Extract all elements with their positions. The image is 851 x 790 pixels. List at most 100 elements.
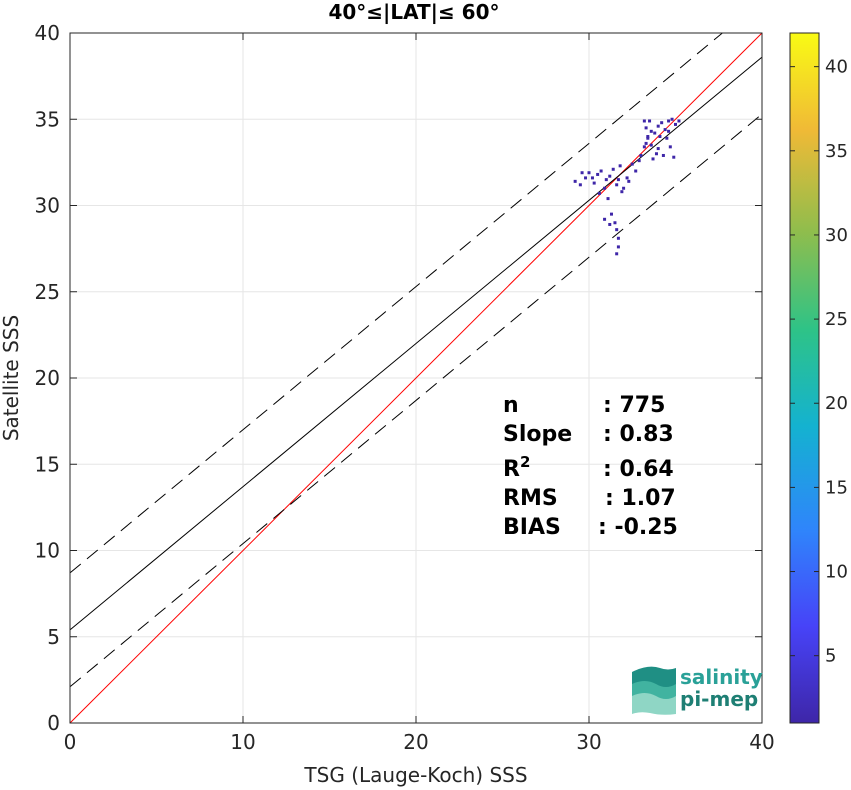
data-point xyxy=(587,171,591,175)
colorbar-tick-label: 30 xyxy=(825,225,848,246)
data-point xyxy=(637,159,641,163)
data-point xyxy=(649,129,653,133)
data-point xyxy=(616,245,620,249)
salinity-pi-mep-logo: salinity pi-mep xyxy=(632,665,763,715)
data-point xyxy=(663,128,667,132)
stat-label: RMS xyxy=(503,486,558,511)
colorbar-tick-label: 10 xyxy=(825,562,848,583)
colorbar-tick-label: 20 xyxy=(825,393,848,414)
y-tick-label: 0 xyxy=(47,711,60,735)
y-tick-label: 5 xyxy=(47,625,60,649)
stat-value: : -0.25 xyxy=(598,515,678,540)
data-point xyxy=(608,222,612,226)
data-point xyxy=(606,197,610,201)
data-point xyxy=(674,122,677,126)
data-point xyxy=(580,171,584,175)
data-point xyxy=(661,153,665,157)
logo-text-salinity: salinity xyxy=(680,665,763,689)
data-point xyxy=(597,191,601,195)
x-tick-label: 10 xyxy=(230,730,255,754)
data-point xyxy=(644,141,648,145)
data-point xyxy=(590,176,594,180)
data-point xyxy=(644,126,648,130)
x-tick-label: 0 xyxy=(64,730,77,754)
data-point xyxy=(642,145,646,149)
data-point xyxy=(615,228,619,232)
data-point xyxy=(573,179,577,183)
data-point xyxy=(584,176,588,180)
data-point xyxy=(667,129,671,133)
chart-title: 40°≤|LAT|≤ 60° xyxy=(328,0,499,24)
regression-line xyxy=(69,56,763,631)
data-point xyxy=(599,169,603,173)
data-point xyxy=(603,186,607,190)
data-point xyxy=(615,183,619,187)
data-point xyxy=(667,119,671,123)
y-tick-label: 30 xyxy=(35,194,60,218)
colorbar-tick-label: 5 xyxy=(825,646,836,667)
axis-ticks: 0 10 20 30 40 0 5 10 15 20 25 30 35 40 xyxy=(35,21,775,754)
upper-bound-line xyxy=(69,32,723,574)
data-point xyxy=(616,178,620,182)
data-point xyxy=(656,147,660,151)
data-point xyxy=(627,179,631,183)
data-point xyxy=(634,169,638,173)
colorbar-tick-label: 25 xyxy=(825,309,848,330)
stat-label: n xyxy=(503,393,519,418)
colorbar-tick-label: 35 xyxy=(825,141,848,162)
y-tick-label: 10 xyxy=(35,539,60,563)
y-tick-label: 25 xyxy=(35,280,60,304)
y-tick-label: 35 xyxy=(35,107,60,131)
data-point xyxy=(660,121,664,125)
data-point xyxy=(648,119,652,123)
data-point xyxy=(622,186,626,190)
data-point xyxy=(639,153,643,157)
data-point xyxy=(630,162,634,166)
stat-value: : 0.83 xyxy=(603,422,674,447)
data-point xyxy=(578,183,582,187)
data-point xyxy=(618,164,622,168)
x-axis-label: TSG (Lauge-Koch) SSS xyxy=(303,763,527,787)
lower-bound-line xyxy=(69,113,763,688)
stat-label: BIAS xyxy=(503,515,561,540)
y-tick-label: 40 xyxy=(35,21,60,45)
colorbar-tick-label: 15 xyxy=(825,477,848,498)
data-point xyxy=(592,181,596,185)
data-point xyxy=(603,217,607,221)
stat-value: : 0.64 xyxy=(603,457,674,482)
data-point xyxy=(649,143,653,147)
data-point xyxy=(653,131,657,135)
colorbar-ticks: 5 10 15 20 25 30 35 40 xyxy=(790,57,848,667)
data-point xyxy=(596,172,600,176)
stat-value: : 1.07 xyxy=(605,486,676,511)
x-tick-label: 20 xyxy=(403,730,428,754)
data-point xyxy=(616,236,620,240)
data-point xyxy=(646,136,650,140)
stat-value: : 775 xyxy=(603,393,665,418)
colorbar-tick-label: 40 xyxy=(825,57,848,78)
data-point xyxy=(642,119,646,123)
wave-logo-icon xyxy=(632,666,676,715)
data-point xyxy=(677,119,681,123)
data-point xyxy=(658,135,662,138)
data-point xyxy=(611,167,615,171)
data-point xyxy=(613,221,617,225)
data-point xyxy=(670,117,674,121)
y-tick-label: 20 xyxy=(35,366,60,390)
data-point xyxy=(654,152,658,156)
data-point xyxy=(651,157,655,161)
colorbar xyxy=(789,32,820,724)
y-tick-label: 15 xyxy=(35,452,60,476)
data-point xyxy=(646,135,650,138)
data-point xyxy=(615,252,619,256)
data-points xyxy=(573,117,681,256)
data-point xyxy=(625,176,629,180)
data-point xyxy=(672,155,676,159)
data-point xyxy=(608,174,612,178)
x-tick-label: 30 xyxy=(576,730,601,754)
logo-text-pi-mep: pi-mep xyxy=(680,687,758,711)
reference-lines xyxy=(69,32,763,724)
x-tick-label: 40 xyxy=(749,730,774,754)
